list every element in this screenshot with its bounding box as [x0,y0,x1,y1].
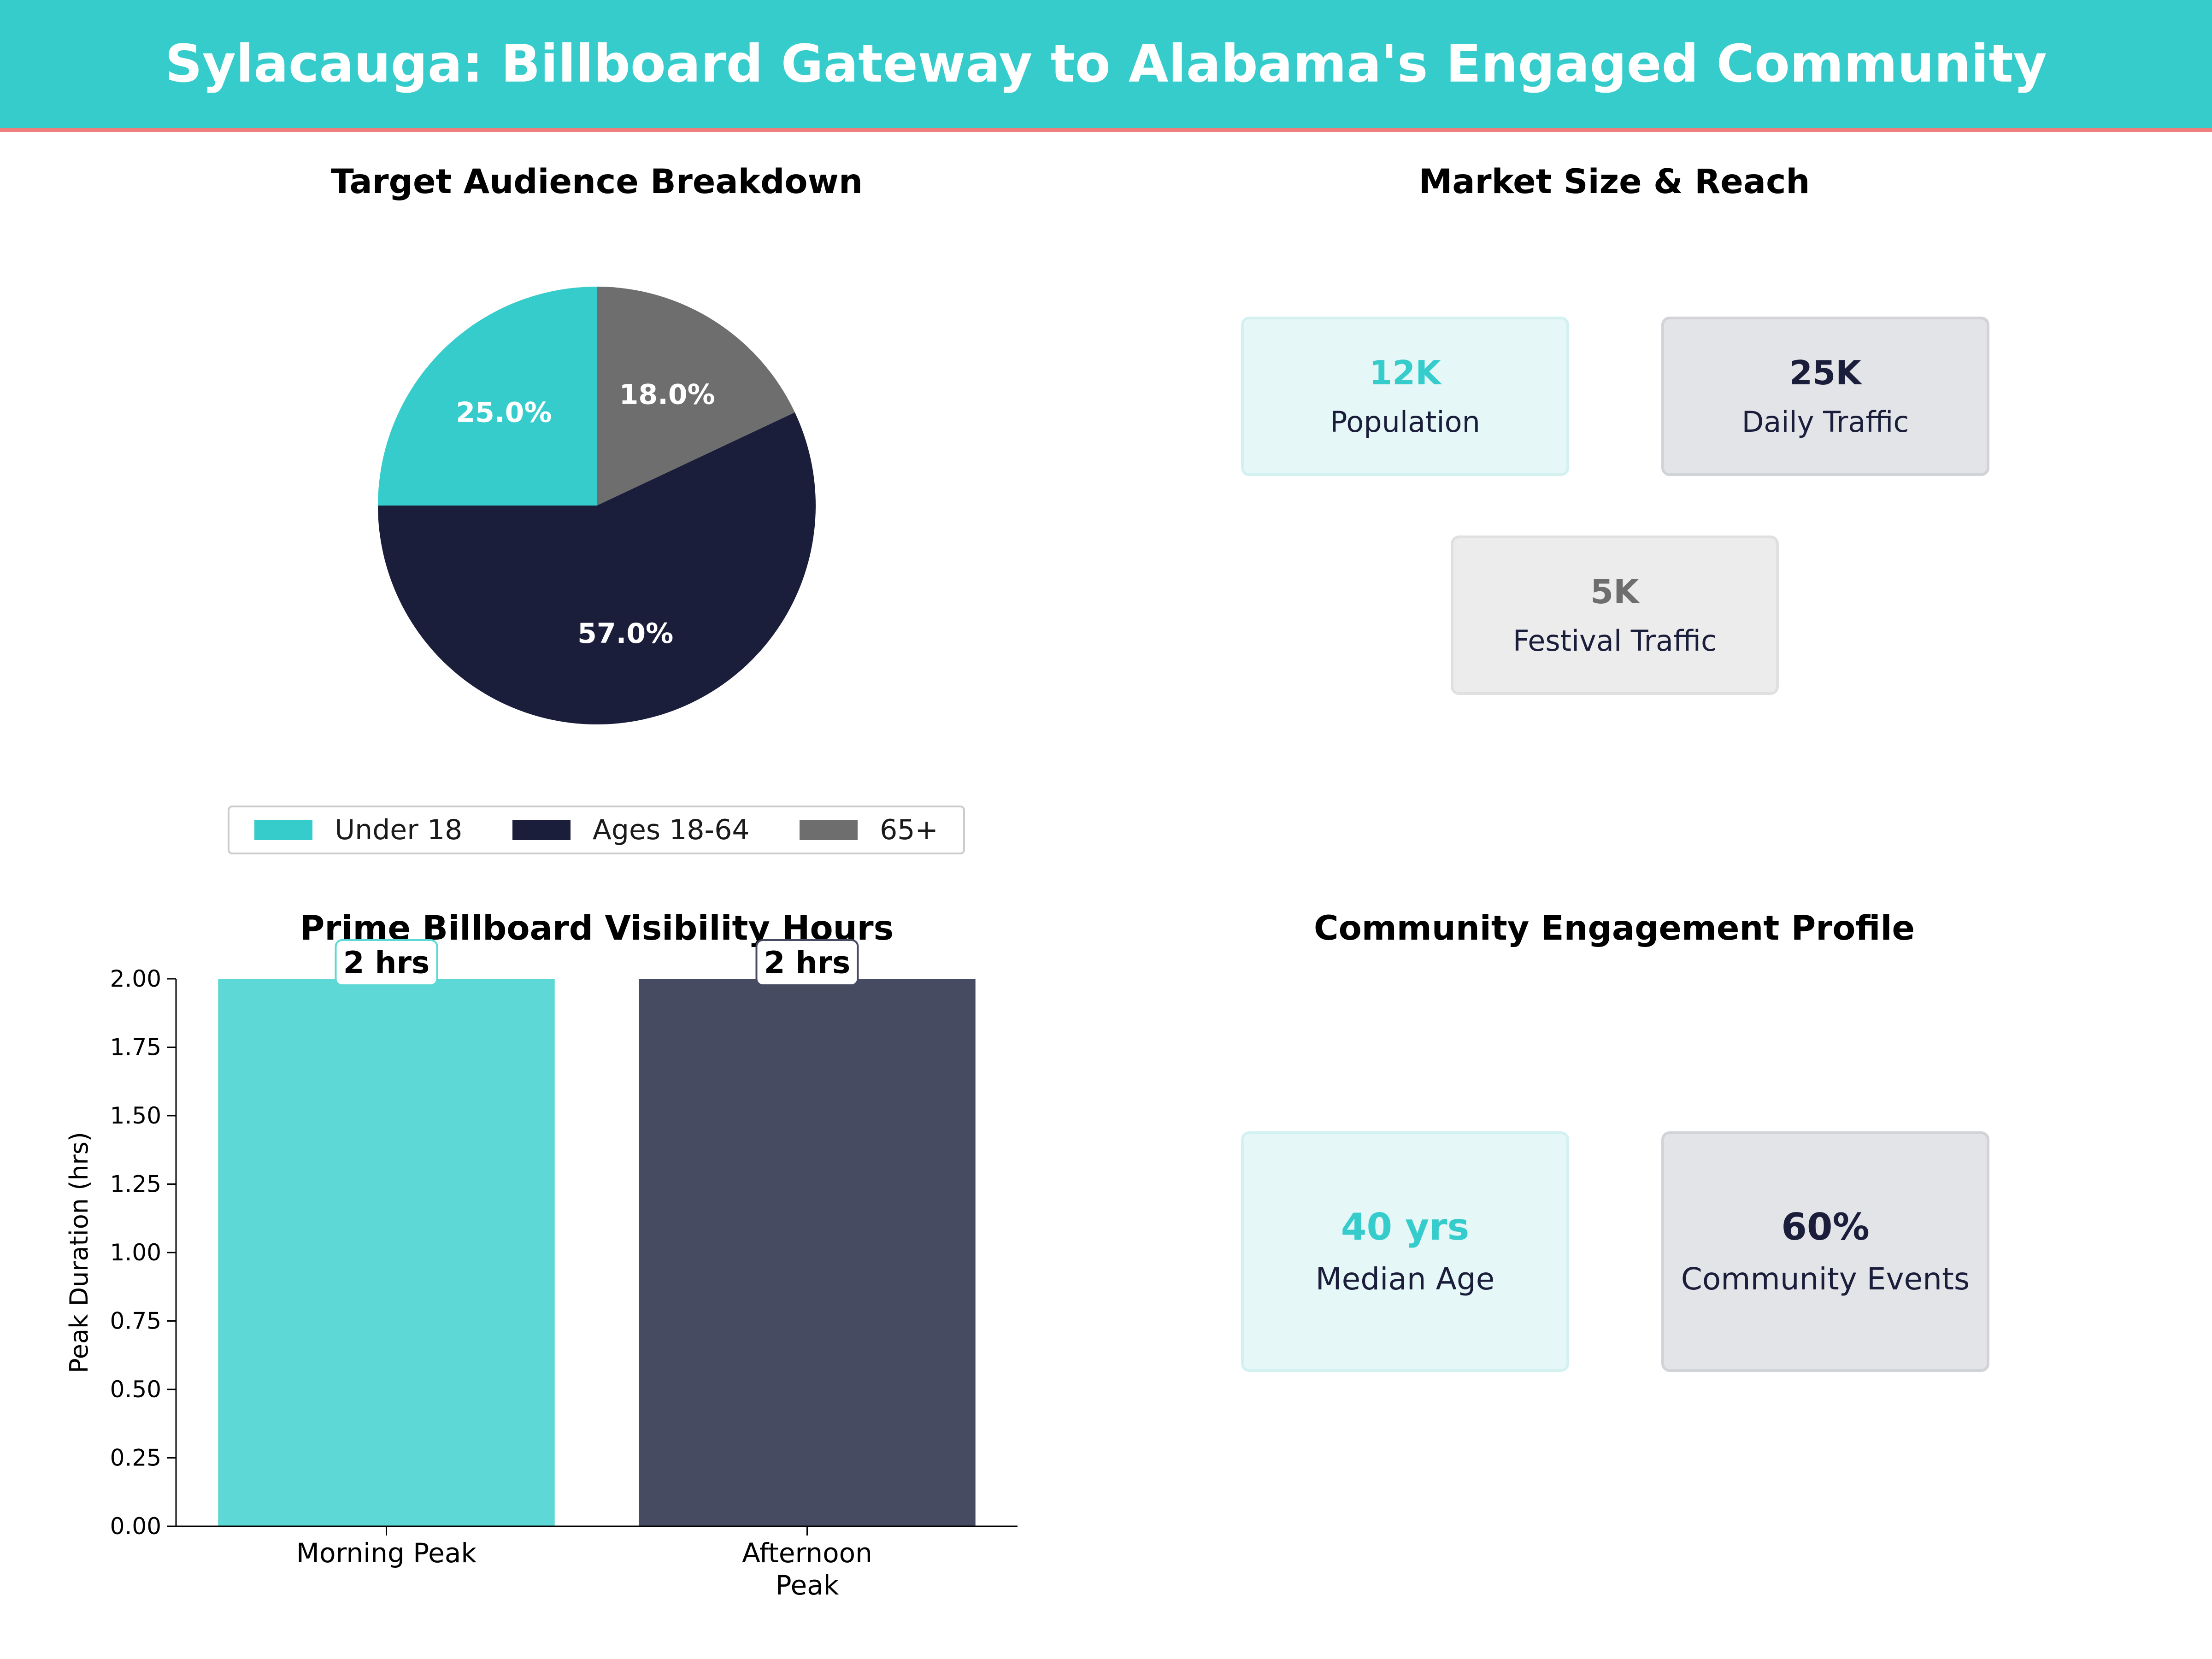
daily-traffic-card: 25K Daily Traffic [1661,317,1989,476]
market-title: Market Size & Reach [1418,162,1810,201]
legend-label: Ages 18-64 [592,814,750,846]
legend-item-under-18: Under 18 [254,814,462,846]
median-age-card: 40 yrs Median Age [1241,1131,1569,1372]
legend-label: Under 18 [335,814,463,846]
festival-traffic-label: Festival Traffic [1512,624,1717,658]
y-tick-label: 1.00 [110,1239,161,1266]
y-tick-label: 0.25 [110,1445,161,1471]
x-tick-label: Afternoon Peak [742,1537,872,1601]
pie-slice-label: 18.0% [619,378,715,411]
legend-label: 65+ [880,814,938,846]
population-value: 12K [1369,353,1441,392]
pie-slice-ages-18-64 [378,412,816,725]
community-events-value: 60% [1781,1206,1870,1248]
legend-swatch [512,820,571,840]
population-card: 12K Population [1241,317,1569,476]
legend-item-65-plus: 65+ [800,814,938,846]
bar-value-label-box [755,939,859,986]
pie-slice-label: 57.0% [577,618,673,650]
pie-legend: Under 18 Ages 18-64 65+ [228,806,965,854]
festival-traffic-card: 5K Festival Traffic [1451,535,1779,695]
header-banner: Sylacauga: Billboard Gateway to Alabama'… [0,0,2212,132]
bar-value-label-box [335,939,438,986]
bar-value-label: 2 hrs [764,945,851,981]
bar-1 [639,979,976,1526]
legend-swatch [800,820,858,840]
engagement-title: Community Engagement Profile [1314,909,1915,948]
population-label: Population [1330,405,1480,439]
x-tick-label: Morning Peak [296,1537,477,1569]
y-tick-label: 0.50 [110,1376,161,1403]
y-axis-label: Peak Duration (hrs) [65,1132,94,1373]
median-age-value: 40 yrs [1341,1206,1470,1248]
pie-slice-65-plus [597,287,795,506]
median-age-label: Median Age [1315,1261,1495,1297]
bar-0 [218,979,555,1526]
legend-swatch [254,820,313,840]
pie-chart-title: Target Audience Breakdown [331,162,863,201]
daily-traffic-label: Daily Traffic [1741,405,1909,439]
y-tick-label: 1.50 [110,1102,161,1129]
page-title: Sylacauga: Billboard Gateway to Alabama'… [165,34,2047,94]
pie-slice-under-18 [378,287,597,506]
y-tick-label: 0.75 [110,1308,161,1335]
visibility-bar-chart: 0.00 0.25 0.50 0.75 1.00 1.25 1.50 1.75 2.00 Morn… [65,939,1018,1601]
audience-pie-chart: 25.0% 57.0% 18.0% [378,287,816,725]
y-tick-label: 2.00 [110,965,161,992]
legend-item-ages-18-64: Ages 18-64 [512,814,750,846]
pie-slice-label: 25.0% [456,396,552,429]
y-tick-label: 1.75 [110,1034,161,1061]
community-events-label: Community Events [1681,1261,1970,1297]
daily-traffic-value: 25K [1789,353,1861,392]
community-events-card: 60% Community Events [1661,1131,1989,1372]
bar-value-label: 2 hrs [343,945,430,981]
y-tick-label: 1.25 [110,1171,161,1198]
y-tick-label: 0.00 [110,1513,161,1540]
festival-traffic-value: 5K [1590,572,1639,611]
